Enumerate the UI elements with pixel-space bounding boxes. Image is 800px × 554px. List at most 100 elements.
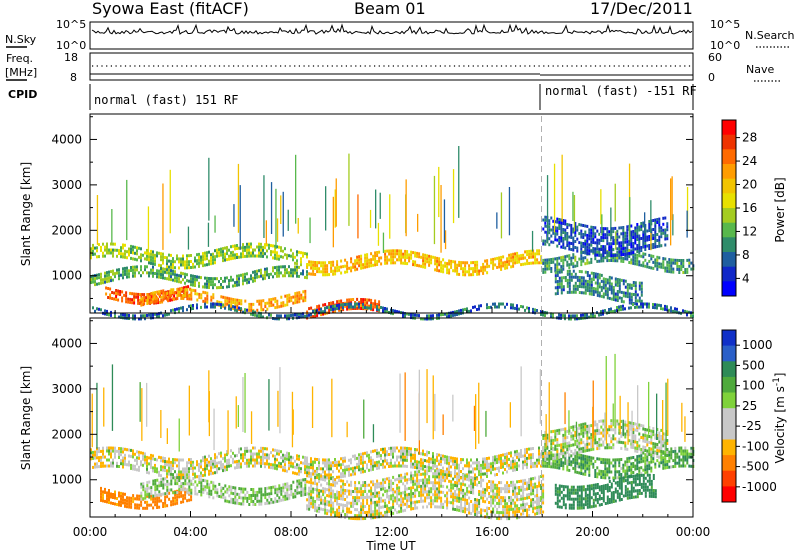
heatmap-cell xyxy=(162,477,165,481)
heatmap-cell xyxy=(264,305,267,308)
heatmap-cell xyxy=(368,264,371,268)
heatmap-cell xyxy=(366,513,369,517)
heatmap-cell xyxy=(402,482,405,486)
heatmap-cell xyxy=(382,465,384,469)
heatmap-cell xyxy=(148,456,150,460)
heatmap-cell xyxy=(252,276,254,280)
heatmap-cell xyxy=(560,268,563,272)
heatmap-cell xyxy=(184,493,187,497)
heatmap-cell xyxy=(444,458,446,462)
heatmap-cell xyxy=(402,455,404,459)
heatmap-cell xyxy=(258,455,260,459)
heatmap-cell xyxy=(644,264,647,268)
heatmap-cell xyxy=(590,289,593,293)
heatmap-cell xyxy=(276,487,279,491)
heatmap-cell xyxy=(450,314,452,318)
heatmap-cell xyxy=(630,245,633,249)
heatmap-cell xyxy=(226,468,228,472)
heatmap-streak xyxy=(458,146,460,218)
heatmap-cell xyxy=(446,312,448,316)
heatmap-cell xyxy=(284,485,287,489)
heatmap-cell xyxy=(458,272,461,276)
heatmap-cell xyxy=(332,470,334,474)
heatmap-cell xyxy=(222,285,224,289)
heatmap-cell xyxy=(324,508,327,512)
heatmap-streak xyxy=(433,175,436,245)
heatmap-cell xyxy=(666,260,669,264)
heatmap-cell xyxy=(166,491,169,495)
heatmap-cell xyxy=(590,249,593,253)
heatmap-cell xyxy=(578,241,581,245)
heatmap-cell xyxy=(510,454,512,458)
heatmap-cell xyxy=(240,252,242,256)
heatmap-cell xyxy=(276,314,278,318)
heatmap-cell xyxy=(135,295,138,299)
heatmap-cell xyxy=(318,307,321,311)
heatmap-cell xyxy=(94,283,96,287)
heatmap-cell xyxy=(618,281,621,285)
heatmap-cell xyxy=(386,489,389,493)
heatmap-cell xyxy=(230,278,232,282)
heatmap-cell xyxy=(194,259,196,263)
heatmap-cell xyxy=(558,221,561,224)
heatmap-cell xyxy=(494,467,496,471)
heatmap-cell xyxy=(172,491,175,495)
heatmap-cell xyxy=(374,485,377,489)
heatmap-cell xyxy=(362,298,365,302)
heatmap-cell xyxy=(670,267,673,271)
heatmap-cell xyxy=(180,470,182,474)
heatmap-cell xyxy=(362,455,364,459)
heatmap-cell xyxy=(396,455,398,459)
heatmap-cell xyxy=(206,254,208,258)
heatmap-cell xyxy=(136,252,138,256)
heatmap-cell xyxy=(458,469,460,473)
heatmap-cell xyxy=(122,492,124,496)
heatmap-cell xyxy=(268,462,270,466)
heatmap-cell xyxy=(414,251,417,255)
heatmap-cell xyxy=(602,259,605,263)
heatmap-cell xyxy=(548,261,551,265)
heatmap-cell xyxy=(678,271,681,274)
heatmap-cell xyxy=(428,257,431,261)
heatmap-cell xyxy=(178,274,180,278)
heatmap-cell xyxy=(246,245,248,249)
heatmap-cell xyxy=(368,513,371,517)
heatmap-cell xyxy=(574,272,577,276)
heatmap-cell xyxy=(542,313,544,317)
heatmap-cell xyxy=(364,460,366,464)
heatmap-cell xyxy=(502,465,504,469)
heatmap-cell xyxy=(154,312,156,316)
heatmap-cell xyxy=(254,446,256,450)
heatmap-cell xyxy=(426,257,429,261)
heatmap-cell xyxy=(368,507,371,511)
heatmap-cell xyxy=(542,258,545,262)
heatmap-cell xyxy=(570,259,573,263)
heatmap-cell xyxy=(440,269,443,273)
heatmap-cell xyxy=(390,506,393,510)
heatmap-cell xyxy=(112,461,114,465)
heatmap-cell xyxy=(164,460,166,463)
heatmap-cell xyxy=(216,470,218,474)
heatmap-cell xyxy=(370,504,373,508)
heatmap-cell xyxy=(578,232,581,236)
heatmap-cell xyxy=(328,509,331,513)
heatmap-cell xyxy=(330,266,333,270)
heatmap-cell xyxy=(180,494,183,498)
heatmap-cell xyxy=(330,504,333,508)
heatmap-cell xyxy=(264,493,267,497)
heatmap-cell xyxy=(392,255,395,259)
heatmap-cell xyxy=(268,456,270,460)
heatmap-cell xyxy=(388,453,390,456)
heatmap-cell xyxy=(208,492,211,496)
heatmap-cell xyxy=(358,490,361,494)
heatmap-cell xyxy=(122,447,124,451)
heatmap-cell xyxy=(370,261,373,265)
heatmap-cell xyxy=(600,253,603,257)
heatmap-cell xyxy=(656,264,659,268)
heatmap-cell xyxy=(466,464,468,468)
heatmap-streak xyxy=(417,213,419,232)
heatmap-cell xyxy=(570,275,573,279)
heatmap-cell xyxy=(304,289,307,293)
heatmap-cell xyxy=(420,264,423,268)
heatmap-cell xyxy=(500,463,502,466)
